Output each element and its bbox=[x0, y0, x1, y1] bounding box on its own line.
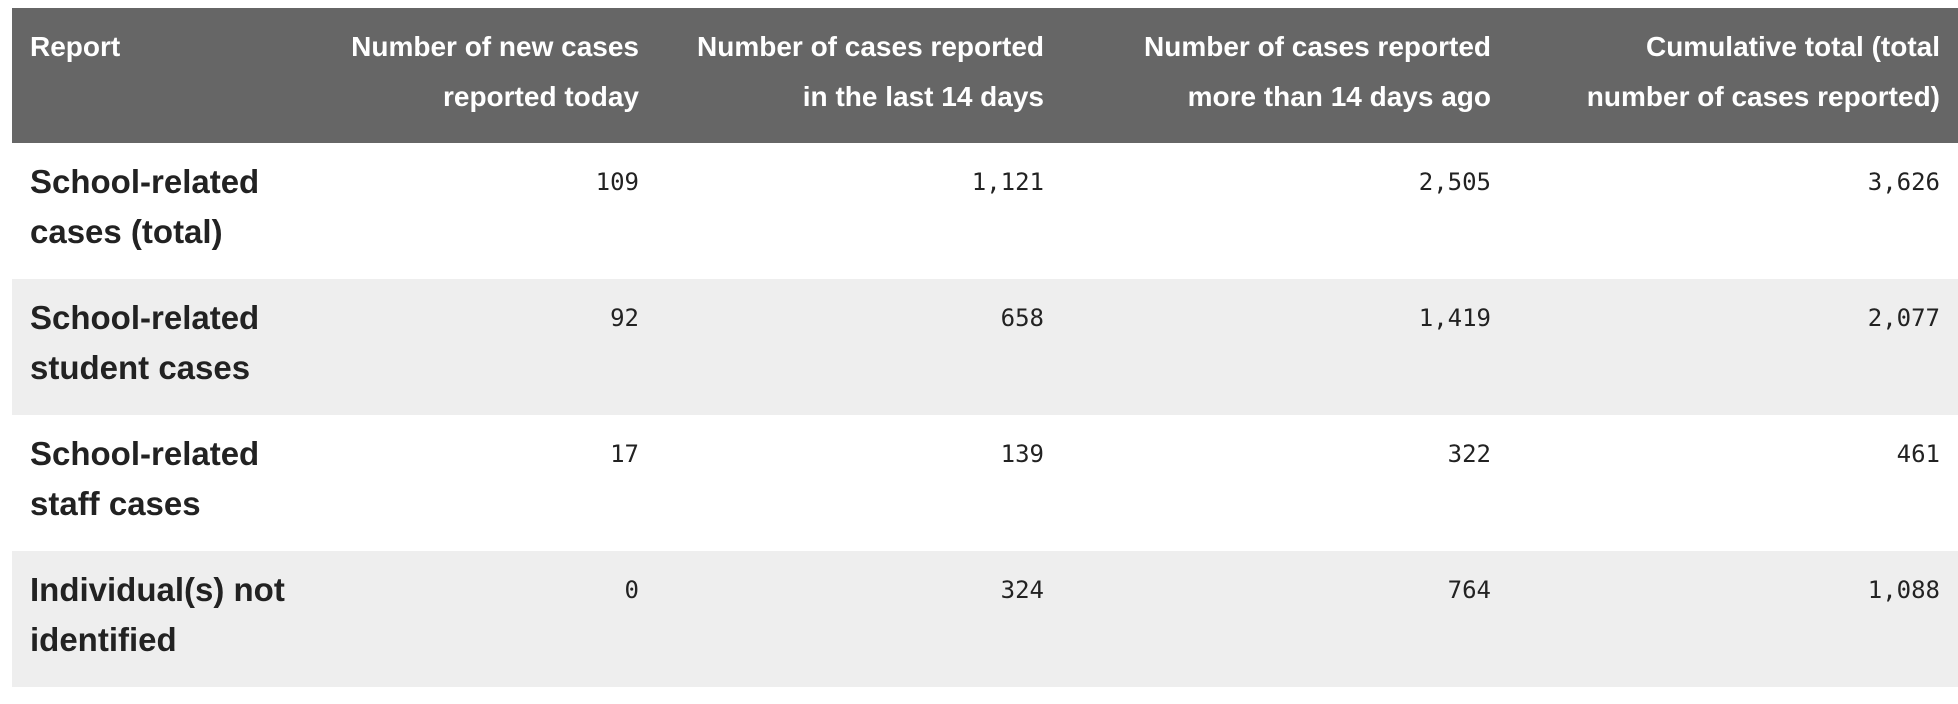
school-cases-table: Report Number of new cases reported toda… bbox=[12, 8, 1958, 687]
row-label-line: staff cases bbox=[30, 485, 201, 522]
row-label-line: School-related bbox=[30, 435, 260, 472]
header-line: reported today bbox=[442, 81, 639, 112]
cell-more-than-14-days: 322 bbox=[1447, 440, 1491, 468]
row-label-line: student cases bbox=[30, 349, 251, 386]
table-row: Individual(s) not identified 0 324 764 1… bbox=[12, 551, 1958, 687]
table-row: School-related student cases 92 658 1,41… bbox=[12, 279, 1958, 415]
cell-cumulative-total: 2,077 bbox=[1867, 304, 1940, 332]
column-header-report: Report bbox=[12, 8, 312, 143]
cell-cumulative-total: 3,626 bbox=[1867, 168, 1940, 196]
header-row: Report Number of new cases reported toda… bbox=[12, 8, 1958, 143]
cell-cumulative-total: 1,088 bbox=[1867, 576, 1940, 604]
cell-last-14-days: 658 bbox=[1000, 304, 1044, 332]
column-header-cumulative-total: Cumulative total (total number of cases … bbox=[1509, 8, 1958, 143]
header-line: Number of new cases bbox=[351, 31, 639, 62]
header-line: Cumulative total (total bbox=[1645, 31, 1940, 62]
cell-last-14-days: 324 bbox=[1000, 576, 1044, 604]
cell-more-than-14-days: 1,419 bbox=[1418, 304, 1491, 332]
table-row: School-related cases (total) 109 1,121 2… bbox=[12, 143, 1958, 279]
cell-last-14-days: 139 bbox=[1000, 440, 1044, 468]
row-label: Individual(s) not identified bbox=[12, 551, 312, 687]
row-label-line: cases (total) bbox=[30, 213, 223, 250]
row-label: School-related staff cases bbox=[12, 415, 312, 551]
row-label-line: identified bbox=[30, 621, 177, 658]
row-label: School-related cases (total) bbox=[12, 143, 312, 279]
column-header-new-today: Number of new cases reported today bbox=[312, 8, 657, 143]
header-line: number of cases reported) bbox=[1586, 81, 1940, 112]
header-line: Number of cases reported bbox=[1144, 31, 1491, 62]
cell-new-today: 92 bbox=[610, 304, 639, 332]
cell-more-than-14-days: 2,505 bbox=[1418, 168, 1491, 196]
row-label: School-related student cases bbox=[12, 279, 312, 415]
table-body: School-related cases (total) 109 1,121 2… bbox=[12, 143, 1958, 687]
header-line: in the last 14 days bbox=[802, 81, 1044, 112]
cell-more-than-14-days: 764 bbox=[1447, 576, 1491, 604]
row-label-line: Individual(s) not bbox=[30, 571, 285, 608]
column-header-more-than-14-days: Number of cases reported more than 14 da… bbox=[1062, 8, 1509, 143]
cell-last-14-days: 1,121 bbox=[971, 168, 1044, 196]
cell-cumulative-total: 461 bbox=[1896, 440, 1940, 468]
header-line: more than 14 days ago bbox=[1187, 81, 1491, 112]
header-line: Report bbox=[30, 31, 121, 62]
cell-new-today: 0 bbox=[624, 576, 639, 604]
table-header: Report Number of new cases reported toda… bbox=[12, 8, 1958, 143]
row-label-line: School-related bbox=[30, 299, 260, 336]
row-label-line: School-related bbox=[30, 163, 260, 200]
header-line: Number of cases reported bbox=[697, 31, 1044, 62]
table-row: School-related staff cases 17 139 322 46… bbox=[12, 415, 1958, 551]
cell-new-today: 109 bbox=[595, 168, 639, 196]
cell-new-today: 17 bbox=[610, 440, 639, 468]
column-header-last-14-days: Number of cases reported in the last 14 … bbox=[657, 8, 1062, 143]
